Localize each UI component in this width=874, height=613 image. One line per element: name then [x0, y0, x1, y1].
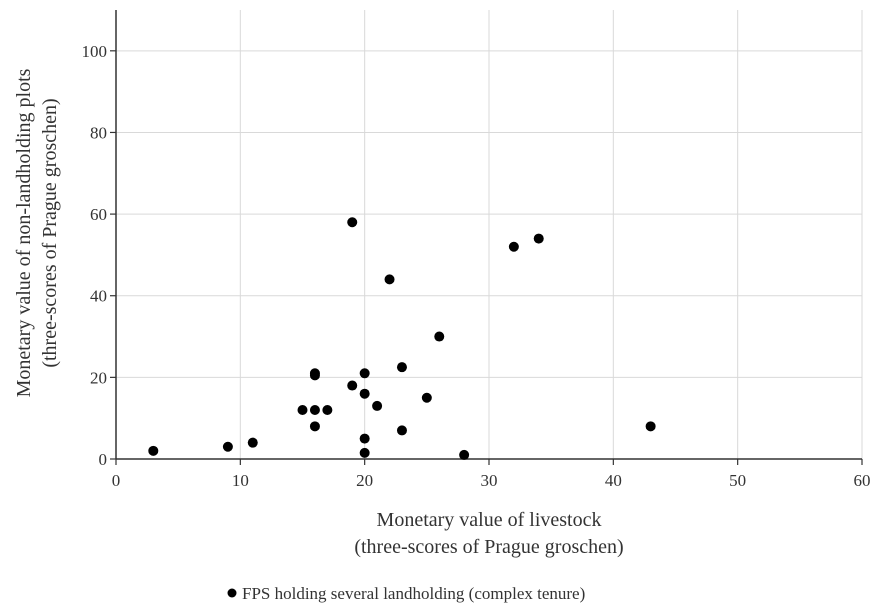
data-point-0-4 [309, 405, 320, 416]
data-point-0-9 [347, 217, 358, 228]
y-tick-label-60: 60 [90, 205, 107, 224]
data-point-0-16 [384, 274, 395, 285]
data-point-0-7 [309, 368, 320, 379]
data-point-0-3 [297, 405, 308, 416]
data-point-0-13 [359, 433, 370, 444]
y-tick-label-40: 40 [90, 287, 107, 306]
axis-titles: Monetary value of livestock (three-score… [13, 68, 624, 558]
data-point-0-23 [533, 233, 544, 244]
x-tick-label-40: 40 [605, 471, 622, 490]
data-point-0-22 [508, 241, 519, 252]
axes [110, 10, 863, 465]
data-point-0-21 [459, 449, 470, 460]
x-tick-label-20: 20 [356, 471, 373, 490]
data-point-0-24 [645, 421, 656, 432]
y-axis-title-line-2: (three-scores of Prague groschen) [39, 98, 61, 367]
gridlines [116, 10, 863, 459]
y-tick-label-0: 0 [99, 450, 108, 469]
x-tick-label-10: 10 [232, 471, 249, 490]
x-tick-label-30: 30 [481, 471, 498, 490]
y-tick-label-80: 80 [90, 123, 107, 142]
legend-label: FPS holding several landholding (complex… [242, 584, 585, 603]
x-tick-label-60: 60 [854, 471, 871, 490]
data-point-0-20 [434, 331, 445, 342]
y-axis-title-line-1: Monetary value of non-landholding plots [13, 68, 35, 397]
data-points [148, 217, 656, 460]
data-point-0-19 [421, 392, 432, 403]
y-tick-label-20: 20 [90, 368, 107, 387]
data-point-0-12 [359, 388, 370, 399]
data-point-0-11 [359, 368, 370, 379]
data-point-0-10 [347, 380, 358, 391]
legend: FPS holding several landholding (complex… [227, 584, 585, 603]
x-tick-label-50: 50 [729, 471, 746, 490]
data-point-0-5 [309, 421, 320, 432]
data-point-0-8 [322, 405, 333, 416]
x-axis-title-line-2: (three-scores of Prague groschen) [354, 536, 623, 558]
data-point-0-1 [222, 441, 233, 452]
data-point-0-14 [359, 447, 370, 458]
x-axis-title-line-1: Monetary value of livestock [377, 509, 602, 531]
data-point-0-17 [396, 362, 407, 373]
legend-marker [227, 588, 237, 598]
x-tick-label-0: 0 [112, 471, 121, 490]
tick-labels: 0 20 40 60 80 100 0 10 20 30 40 50 60 [82, 42, 871, 490]
y-tick-label-100: 100 [82, 42, 108, 61]
data-point-0-0 [148, 445, 159, 456]
data-point-0-15 [372, 400, 383, 411]
data-point-0-2 [247, 437, 258, 448]
data-point-0-18 [396, 425, 407, 436]
